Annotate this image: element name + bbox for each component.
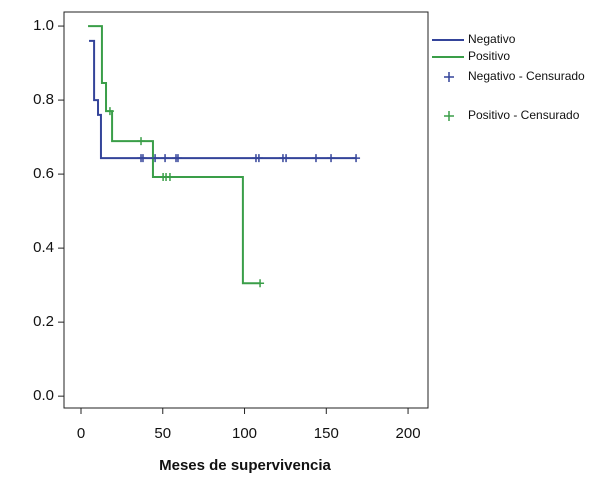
y-tick-label: 1.0	[33, 17, 54, 34]
legend-marker	[444, 72, 454, 82]
x-tick-label: 50	[154, 425, 171, 442]
x-tick-label: 200	[396, 425, 421, 442]
censor-mark	[137, 137, 146, 146]
x-tick-label: 0	[77, 425, 85, 442]
y-tick-label: 0.6	[33, 165, 54, 182]
censor-mark	[254, 154, 263, 163]
censor-mark	[352, 154, 361, 163]
censor-mark	[151, 154, 160, 163]
censor-mark	[105, 107, 114, 116]
legend-marker	[444, 111, 454, 121]
legend-label: Positivo	[468, 49, 510, 63]
plot-frame	[63, 11, 429, 409]
censor-mark	[256, 279, 265, 288]
censor-mark	[161, 154, 170, 163]
y-tick-label: 0.8	[33, 91, 54, 108]
y-tick-label: 0.2	[33, 313, 54, 330]
censor-mark	[327, 154, 336, 163]
censor-mark	[282, 154, 291, 163]
y-tick-label: 0.4	[33, 239, 54, 256]
censor-mark	[165, 173, 174, 182]
censor-mark	[311, 154, 320, 163]
legend-label: Positivo - Censurado	[468, 108, 580, 122]
x-tick-label: 150	[314, 425, 339, 442]
legend-label: Negativo	[468, 32, 516, 46]
censor-mark	[173, 154, 182, 163]
legend-label: Negativo - Censurado	[468, 69, 585, 83]
x-tick-label: 100	[232, 425, 257, 442]
y-tick-label: 0.0	[33, 387, 54, 404]
x-axis-label: Meses de supervivencia	[159, 457, 331, 474]
censor-mark	[138, 154, 147, 163]
survival-line	[88, 25, 261, 285]
survival-line	[89, 39, 357, 160]
